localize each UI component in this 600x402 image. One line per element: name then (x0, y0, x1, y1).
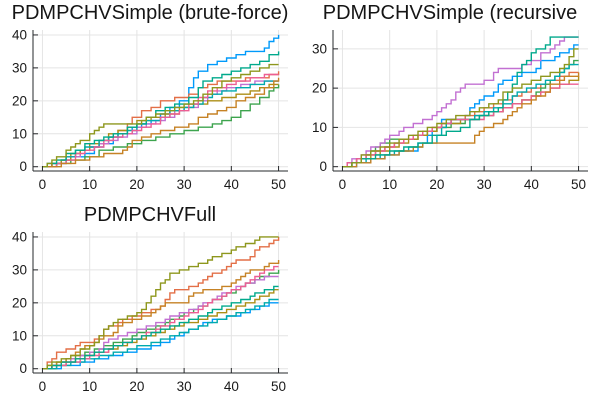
x-tick-label: 30 (177, 177, 192, 192)
x-tick-label: 30 (477, 177, 492, 192)
x-tick-label: 50 (271, 177, 286, 192)
series-line-trajectory-10 (342, 48, 579, 168)
plot-title-brute-force: PDMPCHVSimple (brute-force) (11, 2, 289, 24)
subplot-pdmpchvsimple-brute-force: PDMPCHVSimple (brute-force) 0 10 20 30 40 50 0… (0, 0, 300, 200)
y-tick-label: 10 (312, 120, 327, 135)
y-tick-label: 20 (12, 295, 27, 310)
y-tick-label: 30 (12, 262, 27, 277)
series-line-trajectory-1 (342, 44, 579, 168)
plot-canvas-brute-force: 0 10 20 30 40 50 0 10 20 30 40 (12, 27, 288, 192)
x-tick-label: 0 (39, 379, 47, 394)
series-line-trajectory-8 (342, 72, 580, 168)
series-line-trajectory-9 (42, 285, 279, 370)
x-tick-label: 40 (524, 177, 539, 192)
series-line-trajectory-3 (42, 84, 280, 168)
series-line-trajectory-10 (42, 63, 279, 168)
y-tick-label: 0 (319, 159, 327, 174)
series-line-trajectory-2 (42, 236, 280, 370)
plot-title-recursive: PDMPCHVSimple (recursive (322, 2, 578, 24)
x-tick-label: 40 (224, 379, 239, 394)
x-tick-label: 10 (82, 177, 97, 192)
series-line-trajectory-9 (42, 51, 280, 168)
y-tick-label: 10 (12, 126, 27, 141)
x-tick-label: 20 (129, 379, 144, 394)
plot-canvas-full: 0 10 20 30 40 50 0 10 20 30 40 (12, 229, 288, 394)
plot-canvas-recursive: 0 10 20 30 40 50 0 10 20 30 (312, 30, 588, 192)
x-tick-label: 50 (271, 379, 286, 394)
series-line-trajectory-6 (42, 298, 279, 370)
series-line-trajectory-9 (342, 36, 579, 168)
y-tick-label: 20 (12, 93, 27, 108)
series-line-trajectory-8 (42, 260, 280, 370)
y-tick-label: 40 (12, 229, 27, 244)
y-tick-label: 30 (312, 41, 327, 56)
y-tick-label: 40 (12, 27, 27, 42)
y-tick-label: 10 (12, 328, 27, 343)
series-line-trajectory-5 (42, 83, 279, 168)
x-tick-label: 10 (82, 379, 97, 394)
x-tick-label: 40 (224, 177, 239, 192)
subplot-pdmpchvfull: PDMPCHVFull 0 10 20 30 40 50 0 10 20 30 40 (0, 202, 300, 400)
x-tick-label: 10 (382, 177, 397, 192)
series-line-trajectory-4 (342, 36, 579, 168)
x-tick-label: 50 (571, 177, 586, 192)
y-tick-label: 0 (19, 159, 27, 174)
y-tick-label: 0 (19, 361, 27, 376)
x-tick-label: 0 (339, 177, 347, 192)
subplot-pdmpchvsimple-recursive: PDMPCHVSimple (recursive 0 10 20 30 40 50 0 10 2… (300, 0, 600, 200)
y-tick-label: 30 (12, 60, 27, 75)
plot-title-full: PDMPCHVFull (83, 204, 217, 226)
series-line-trajectory-7 (42, 265, 279, 370)
series-line-trajectory-7 (42, 73, 279, 168)
x-tick-label: 30 (177, 379, 192, 394)
y-tick-label: 20 (312, 81, 327, 96)
series-line-trajectory-8 (42, 77, 280, 168)
x-tick-label: 0 (39, 177, 47, 192)
x-tick-label: 20 (129, 177, 144, 192)
series-line-trajectory-10 (42, 236, 279, 370)
x-tick-label: 20 (429, 177, 444, 192)
